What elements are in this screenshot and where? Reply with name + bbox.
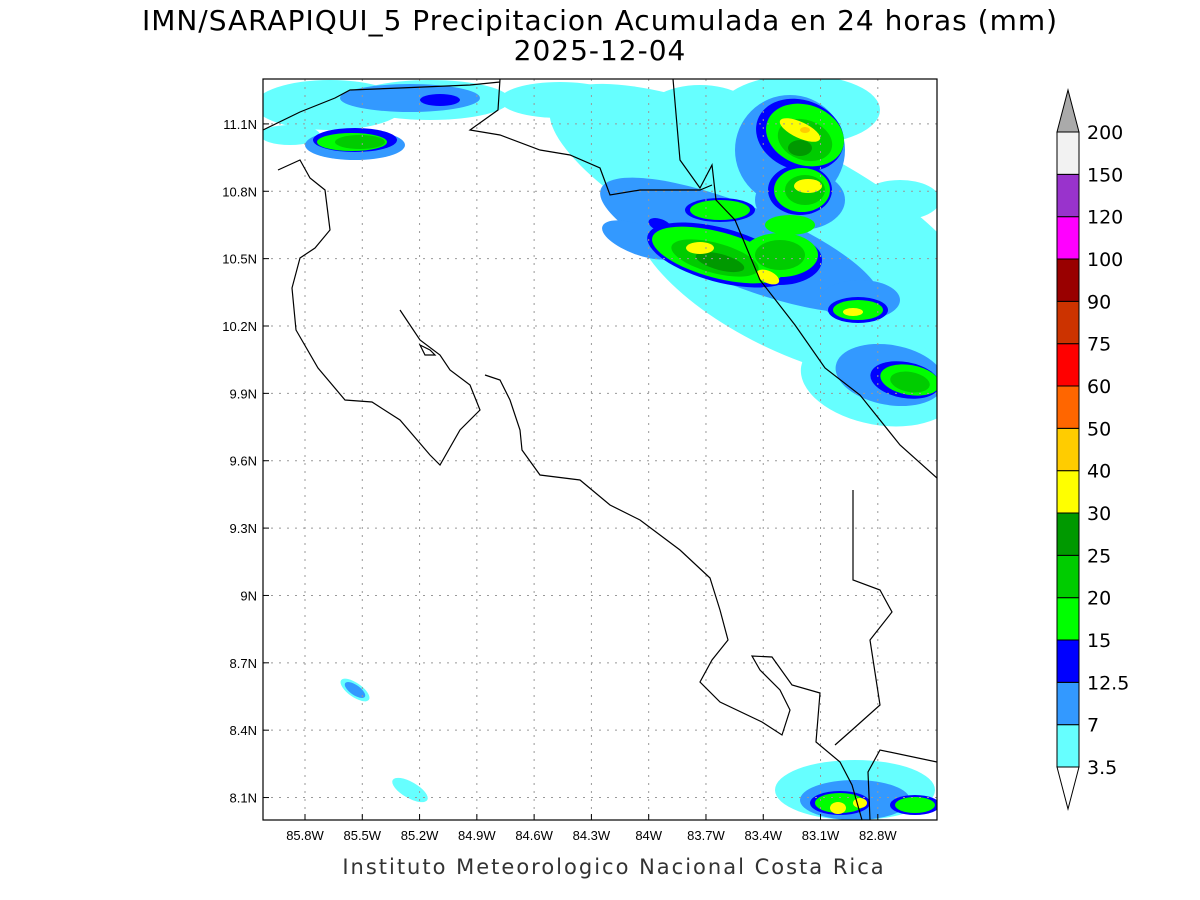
precip-area [860,180,937,220]
colorbar-swatch [1056,343,1080,387]
lat-tick-label: 8.4N [230,723,257,738]
colorbar-swatch [1056,597,1080,641]
precip-area [843,308,863,316]
colorbar-label: 15 [1087,630,1111,652]
lon-tick-label: 83.7W [687,828,725,843]
lat-tick-label: 8.1N [230,791,257,806]
precip-area [695,251,745,273]
colorbar-swatch [1056,427,1080,472]
colorbar-label: 25 [1087,545,1111,567]
lon-tick-label: 83.1W [802,828,840,843]
axis-ticks: 85.8W 85.5W 85.2W 84.9W 84.6W 84.3W 84W 83.7W 83… [222,117,897,843]
lat-tick-label: 10.5N [222,252,257,267]
map-title: IMN/SARAPIQUI_5 Precipitacion Acumulada … [141,4,1059,37]
lat-tick-label: 10.2N [222,319,257,334]
colorbar-label: 90 [1087,291,1111,313]
colorbar-swatch [1056,258,1080,302]
lat-tick-label: 9.6N [230,454,257,469]
lon-tick-label: 84.9W [458,828,496,843]
colorbar-swatch [1056,554,1080,599]
coastline-segment [834,490,893,746]
footer-credit: Instituto Meteorologico Nacional Costa R… [342,855,886,879]
coastline [263,79,937,820]
lat-tick-label: 11.1N [223,117,257,132]
colorbar-swatch [1056,639,1080,683]
colorbar-label: 120 [1087,207,1123,229]
colorbar-swatch [1056,512,1080,556]
lon-tick-label: 82.8W [859,828,897,843]
colorbar-swatch [1056,216,1080,260]
precip-area [335,135,385,149]
precip-area [800,127,810,133]
colorbar-label: 3.5 [1087,757,1117,779]
colorbar-swatch [1056,300,1080,345]
colorbar-label: 7 [1087,715,1099,737]
colorbar-label: 50 [1087,418,1111,440]
colorbar-label: 20 [1087,588,1111,610]
precip-area [755,240,805,270]
colorbar-label: 100 [1087,249,1123,271]
coastline-segment [277,159,481,466]
colorbar-swatch [1056,470,1080,514]
precip-area [756,269,780,285]
colorbar-label: 150 [1087,164,1123,186]
precip-area [830,802,846,814]
coastline-segment [672,79,937,479]
colorbar-label: 40 [1087,461,1111,483]
lat-lon-grid [263,79,937,820]
colorbar-swatch [1056,724,1080,768]
lat-tick-label: 9.3N [230,521,257,536]
precip-area [392,777,428,803]
lon-tick-label: 84W [635,828,662,843]
lat-tick-label: 10.8N [222,184,257,199]
lat-tick-label: 8.7N [230,656,257,671]
map-date: 2025-12-04 [513,34,687,67]
precip-area [420,94,460,106]
lon-tick-label: 84.6W [515,828,553,843]
colorbar-swatch [1056,131,1080,175]
colorbar-swatch [1056,681,1080,726]
lon-tick-label: 83.4W [744,828,782,843]
precip-area [500,82,620,118]
lon-tick-label: 85.2W [401,828,439,843]
colorbar-under-arrow [1056,766,1080,811]
colorbar-label: 75 [1087,334,1111,356]
precip-area [690,200,750,220]
colorbar-swatch [1056,385,1080,429]
colorbar-label: 30 [1087,503,1111,525]
precip-area [788,140,812,156]
plot-frame [262,78,938,821]
lon-tick-label: 84.3W [573,828,611,843]
precip-area [853,798,867,808]
lat-tick-label: 9.9N [230,386,257,401]
colorbar-label: 60 [1087,376,1111,398]
precip-area [890,371,930,393]
lat-tick-label: 9N [240,588,257,603]
lon-tick-label: 85.5W [343,828,381,843]
colorbar-over-arrow [1056,88,1080,133]
precip-area [686,242,714,254]
coastline-segment [263,79,713,196]
colorbar: 3.5 7 12.5 15 20 25 30 40 50 60 75 90 100 120 150 200 [1056,88,1129,811]
colorbar-swatch [1056,173,1080,218]
precip-area [895,797,935,813]
lon-tick-label: 85.8W [286,828,324,843]
precip-area [765,215,815,235]
colorbar-label: 200 [1087,122,1123,144]
precip-area [263,125,320,145]
precip-area [344,681,366,699]
colorbar-label: 12.5 [1087,672,1129,694]
coastline-segment [867,749,937,820]
precip-area [340,84,480,112]
coastline-segment [418,343,437,356]
coastline-segment [484,374,863,820]
precip-area [794,179,822,193]
precipitation-field [263,79,937,820]
